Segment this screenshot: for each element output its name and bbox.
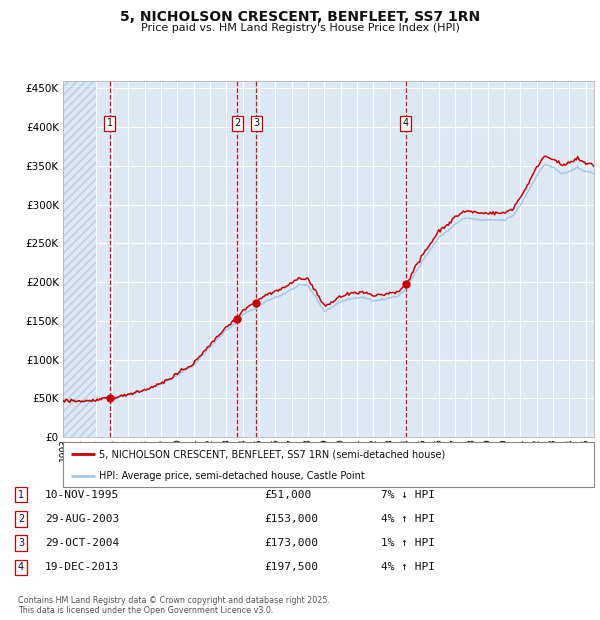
Text: 1: 1 <box>18 490 24 500</box>
Text: 29-OCT-2004: 29-OCT-2004 <box>45 538 119 548</box>
Text: £153,000: £153,000 <box>264 514 318 524</box>
Text: 3: 3 <box>253 118 259 128</box>
Text: 10-NOV-1995: 10-NOV-1995 <box>45 490 119 500</box>
Text: £51,000: £51,000 <box>264 490 311 500</box>
Text: Contains HM Land Registry data © Crown copyright and database right 2025.
This d: Contains HM Land Registry data © Crown c… <box>18 596 330 615</box>
Text: 29-AUG-2003: 29-AUG-2003 <box>45 514 119 524</box>
Text: 4: 4 <box>403 118 409 128</box>
Text: 1: 1 <box>107 118 113 128</box>
Text: 4% ↑ HPI: 4% ↑ HPI <box>381 562 435 572</box>
Text: 5, NICHOLSON CRESCENT, BENFLEET, SS7 1RN (semi-detached house): 5, NICHOLSON CRESCENT, BENFLEET, SS7 1RN… <box>99 449 445 459</box>
Bar <box>63 81 95 437</box>
Text: 4: 4 <box>18 562 24 572</box>
Text: 2: 2 <box>18 514 24 524</box>
Text: £173,000: £173,000 <box>264 538 318 548</box>
Text: HPI: Average price, semi-detached house, Castle Point: HPI: Average price, semi-detached house,… <box>99 471 365 480</box>
Text: 4% ↑ HPI: 4% ↑ HPI <box>381 514 435 524</box>
Text: 2: 2 <box>234 118 240 128</box>
Text: 5, NICHOLSON CRESCENT, BENFLEET, SS7 1RN: 5, NICHOLSON CRESCENT, BENFLEET, SS7 1RN <box>120 10 480 24</box>
Text: 3: 3 <box>18 538 24 548</box>
Text: 1% ↑ HPI: 1% ↑ HPI <box>381 538 435 548</box>
Text: 19-DEC-2013: 19-DEC-2013 <box>45 562 119 572</box>
Text: Price paid vs. HM Land Registry's House Price Index (HPI): Price paid vs. HM Land Registry's House … <box>140 23 460 33</box>
FancyBboxPatch shape <box>63 442 594 487</box>
Text: £197,500: £197,500 <box>264 562 318 572</box>
Text: 7% ↓ HPI: 7% ↓ HPI <box>381 490 435 500</box>
